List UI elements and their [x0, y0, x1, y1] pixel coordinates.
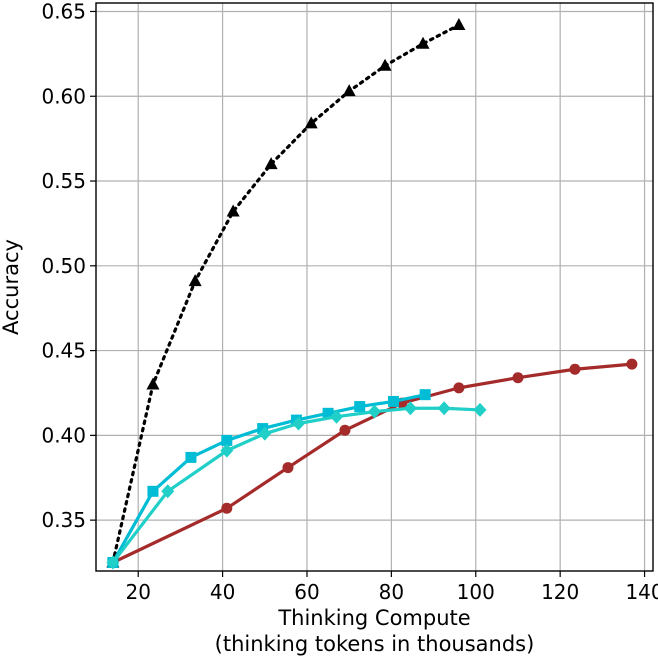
x-axis-label: Thinking Compute [277, 606, 470, 630]
data-point-circle [626, 358, 638, 370]
data-point-square [221, 434, 233, 446]
series-line [111, 406, 481, 564]
plot-frame [95, 2, 654, 572]
x-tick-label: 120 [541, 580, 579, 604]
data-point-diamond [403, 401, 417, 416]
data-point-diamond [220, 443, 234, 458]
data-point-square [185, 451, 197, 463]
data-point-square [354, 401, 366, 413]
x-tick-label: 100 [457, 580, 495, 604]
data-point-triangle [304, 116, 318, 129]
data-point-circle [282, 462, 294, 474]
data-point-triangle [452, 18, 466, 31]
data-point-triangle [146, 377, 160, 390]
series-line [112, 362, 633, 564]
grid [96, 3, 653, 571]
series-4 [106, 401, 487, 570]
series-line [111, 393, 426, 564]
x-tick-label: 40 [210, 580, 235, 604]
x-tick-label: 60 [294, 580, 319, 604]
y-tick-label: 0.45 [41, 339, 86, 363]
data-point-triangle [226, 204, 240, 217]
series-line [111, 23, 461, 565]
x-tick-label: 80 [379, 580, 404, 604]
data-point-diamond [258, 426, 272, 441]
data-point-diamond [161, 484, 175, 499]
data-point-triangle [416, 36, 430, 49]
ticks: 20 40 60 80 100 120 140 0.35 0.40 0.45 0.50 0.55 0.6… [41, 0, 658, 604]
x-tick-label: 140 [625, 580, 658, 604]
series-1 [106, 18, 466, 568]
data-point-diamond [330, 409, 344, 424]
data-point-square [322, 407, 334, 419]
y-tick-label: 0.40 [41, 423, 86, 447]
data-point-square [257, 423, 269, 435]
data-point-diamond [437, 401, 451, 416]
data-point-square [147, 485, 159, 497]
data-point-triangle [378, 58, 392, 71]
data-point-circle [339, 424, 351, 436]
data-point-circle [512, 372, 524, 384]
y-tick-label: 0.50 [41, 254, 86, 278]
data-point-circle [569, 363, 581, 375]
data-point-diamond [368, 404, 381, 419]
data-point-triangle [264, 157, 278, 170]
data-point-diamond [473, 402, 487, 417]
data-point-triangle [188, 274, 202, 287]
y-tick-label: 0.60 [41, 84, 86, 108]
data-point-triangle [342, 84, 356, 97]
y-axis-label: Accuracy [0, 239, 23, 335]
data-point-square [419, 389, 431, 401]
x-axis-label-sub: (thinking tokens in thousands) [215, 632, 535, 656]
data-point-diamond [292, 416, 306, 431]
data-point-square [387, 395, 399, 407]
x-tick-label: 20 [125, 580, 150, 604]
data-point-circle [221, 502, 233, 514]
series-layer [106, 18, 638, 570]
data-point-circle [453, 382, 465, 394]
y-tick-label: 0.65 [41, 0, 86, 23]
series-2 [107, 358, 638, 569]
y-tick-label: 0.35 [41, 508, 86, 532]
y-tick-label: 0.55 [41, 169, 86, 193]
data-point-diamond [106, 555, 120, 570]
